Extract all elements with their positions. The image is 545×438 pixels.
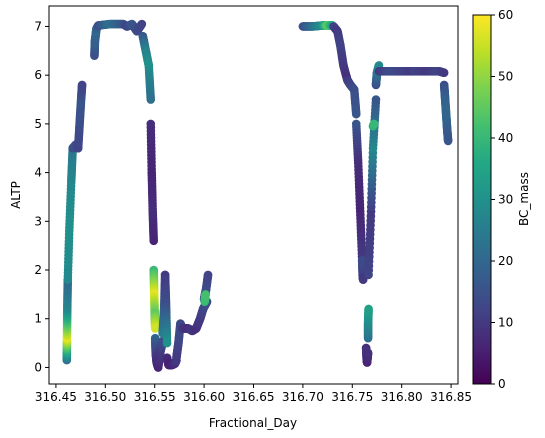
data-point bbox=[146, 95, 156, 104]
x-tick-label: 316.65 bbox=[233, 390, 275, 404]
data-point bbox=[137, 19, 147, 29]
y-tick-label: 2 bbox=[34, 263, 42, 277]
y-tick-label: 3 bbox=[34, 214, 42, 228]
x-axis-label: Fractional_Day bbox=[209, 416, 297, 430]
x-tick-label: 316.85 bbox=[430, 390, 472, 404]
data-point bbox=[203, 270, 213, 280]
data-point bbox=[351, 109, 361, 119]
x-tick-label: 316.50 bbox=[84, 390, 126, 404]
colorbar-tick-label: 50 bbox=[498, 70, 513, 84]
y-axis: 0 1 2 3 4 5 6 7 bbox=[34, 19, 49, 374]
colorbar-tick-label: 30 bbox=[498, 193, 513, 207]
colorbar-axis: 0 10 20 30 40 50 60 bbox=[491, 8, 513, 391]
data-point bbox=[77, 80, 87, 90]
x-tick-label: 316.75 bbox=[331, 390, 373, 404]
y-axis-label: ALTP bbox=[9, 181, 23, 209]
x-axis: 316.45 316.50 316.55 316.60 316.65 316.70 316.… bbox=[35, 384, 472, 404]
colorbar-tick-label: 60 bbox=[498, 8, 513, 22]
colorbar-tick-label: 0 bbox=[498, 377, 506, 391]
data-point bbox=[369, 119, 379, 129]
data-point bbox=[439, 68, 449, 78]
data-point bbox=[149, 236, 159, 246]
x-tick-label: 316.60 bbox=[183, 390, 225, 404]
y-tick-label: 7 bbox=[34, 19, 42, 33]
x-tick-label: 316.45 bbox=[35, 390, 77, 404]
y-tick-label: 6 bbox=[34, 68, 42, 82]
data-point bbox=[363, 348, 373, 358]
y-tick-label: 0 bbox=[34, 360, 42, 374]
plot-area-frame bbox=[48, 5, 459, 385]
y-tick-label: 5 bbox=[34, 117, 42, 131]
colorbar-tick-label: 20 bbox=[498, 254, 513, 268]
y-tick-label: 1 bbox=[34, 312, 42, 326]
x-tick-label: 316.70 bbox=[282, 390, 324, 404]
colorbar-label: BC_mass bbox=[517, 172, 531, 226]
x-tick-label: 316.80 bbox=[381, 390, 423, 404]
colorbar-tick-label: 40 bbox=[498, 131, 513, 145]
data-point bbox=[201, 290, 210, 299]
y-tick-label: 4 bbox=[34, 166, 42, 180]
scatter-points bbox=[62, 19, 453, 372]
x-tick-label: 316.55 bbox=[134, 390, 176, 404]
data-point bbox=[443, 136, 453, 146]
data-point bbox=[371, 95, 381, 104]
data-point bbox=[162, 338, 172, 348]
data-point bbox=[150, 324, 160, 333]
colorbar-tick-label: 10 bbox=[498, 316, 513, 330]
colorbar bbox=[472, 14, 492, 385]
data-point bbox=[364, 304, 373, 314]
